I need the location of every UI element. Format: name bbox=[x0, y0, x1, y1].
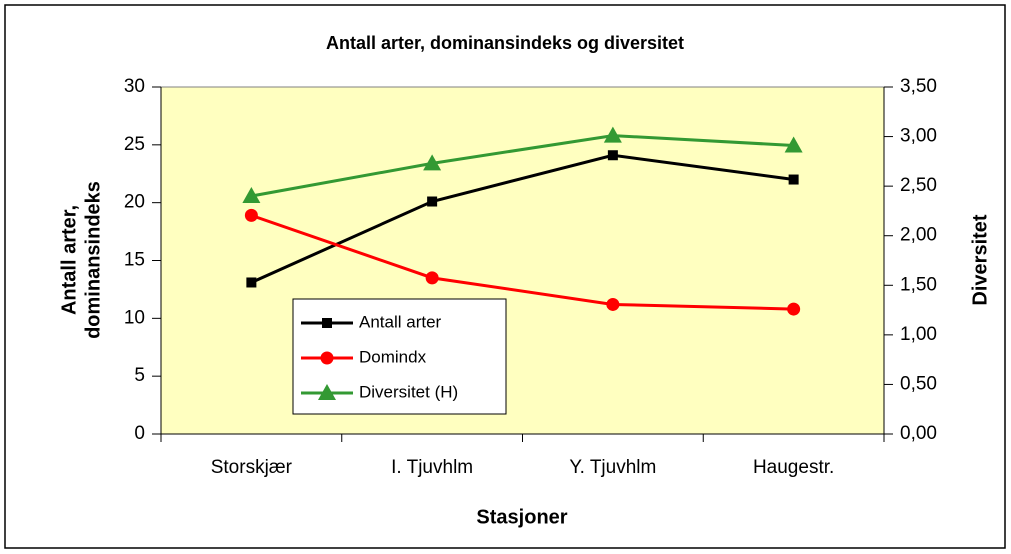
y2-tick-label: 1,00 bbox=[900, 324, 937, 345]
y-tick-label: 15 bbox=[124, 250, 145, 271]
y2-tick-label: 1,50 bbox=[900, 274, 937, 295]
x-tick-label: Storskjær bbox=[211, 457, 293, 478]
series-line bbox=[250, 213, 794, 311]
y-axis-title: dominansindeks bbox=[82, 181, 104, 339]
marker bbox=[322, 318, 332, 328]
data-point bbox=[784, 136, 803, 153]
y2-tick-label: 2,00 bbox=[900, 225, 937, 246]
data-point bbox=[425, 271, 439, 285]
y-tick-label: 0 bbox=[134, 423, 145, 444]
y2-tick-label: 3,00 bbox=[900, 126, 937, 147]
x-tick-label: I. Tjuvhlm bbox=[391, 457, 473, 478]
marker bbox=[318, 384, 336, 400]
x-axis-title: Stasjoner bbox=[476, 506, 567, 528]
y2-tick-label: 0,00 bbox=[900, 423, 937, 444]
data-point bbox=[603, 126, 622, 143]
legend-label: Diversitet (H) bbox=[359, 382, 458, 401]
data-point bbox=[787, 302, 801, 316]
y-tick-label: 20 bbox=[124, 192, 145, 213]
series-line bbox=[251, 134, 794, 198]
y-tick-label: 5 bbox=[134, 365, 145, 386]
y-tick-label: 10 bbox=[124, 307, 145, 328]
marker bbox=[320, 351, 334, 365]
y2-tick-label: 3,50 bbox=[900, 76, 937, 97]
chart-title: Antall arter, dominansindeks og diversit… bbox=[326, 33, 684, 53]
data-point bbox=[246, 277, 257, 288]
y-tick-label: 25 bbox=[124, 134, 145, 155]
series-line bbox=[250, 153, 794, 284]
legend-label: Domindx bbox=[359, 347, 427, 366]
x-tick-label: Haugestr. bbox=[753, 457, 834, 478]
y2-axis-title: Diversitet bbox=[969, 214, 991, 305]
plot-area bbox=[160, 86, 885, 435]
data-point bbox=[606, 297, 620, 311]
y-axis-title: Antall arter, bbox=[58, 205, 80, 315]
data-point bbox=[427, 196, 438, 207]
y2-tick-label: 2,50 bbox=[900, 175, 937, 196]
y-tick-label: 30 bbox=[124, 76, 145, 97]
data-point bbox=[607, 150, 618, 161]
y2-tick-label: 0,50 bbox=[900, 373, 937, 394]
x-tick-label: Y. Tjuvhlm bbox=[569, 457, 656, 478]
data-point bbox=[423, 154, 442, 171]
data-point bbox=[242, 187, 261, 204]
legend-label: Antall arter bbox=[359, 312, 442, 331]
data-point bbox=[788, 174, 799, 185]
data-point bbox=[244, 208, 258, 222]
